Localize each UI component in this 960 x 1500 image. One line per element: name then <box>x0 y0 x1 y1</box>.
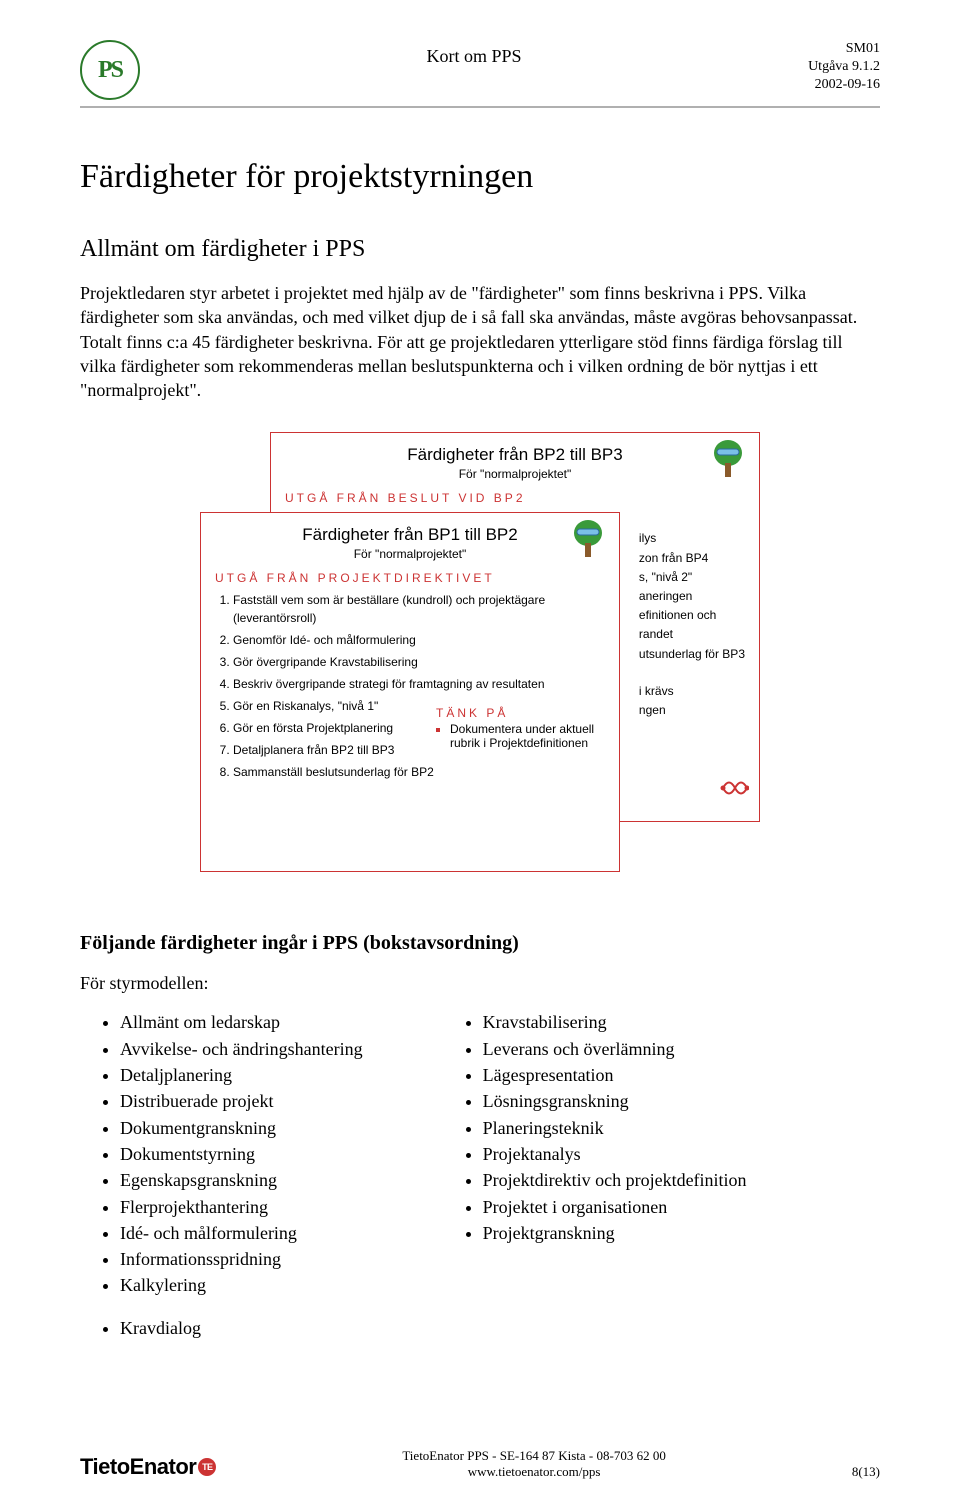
footer-logo: TietoEnatorTE <box>80 1454 216 1480</box>
footer-line2: www.tietoenator.com/pps <box>216 1464 852 1480</box>
list-item: Kalkylering <box>120 1273 363 1297</box>
header-left: PS <box>80 40 140 100</box>
think-list: Dokumentera under aktuell rubrik i Proje… <box>436 722 596 750</box>
page-number: 8(13) <box>852 1464 880 1480</box>
card-front-subtitle: För "normalprojektet" <box>215 547 605 561</box>
tree-icon <box>571 519 605 559</box>
list-item: Kravdialog <box>120 1318 880 1339</box>
te-badge-icon: TE <box>198 1458 216 1476</box>
card-back-title: Färdigheter från BP2 till BP3 <box>285 445 745 465</box>
knot-icon <box>719 773 749 808</box>
frag: s, "nivå 2" <box>639 568 745 587</box>
skills-col1: Allmänt om ledarskap Avvikelse- och ändr… <box>80 1004 363 1303</box>
skills-columns: Allmänt om ledarskap Avvikelse- och ändr… <box>80 1004 880 1303</box>
skills-col2: Kravstabilisering Leverans och överlämni… <box>443 1004 747 1303</box>
footer-line1: TietoEnator PPS - SE-164 87 Kista - 08-7… <box>216 1448 852 1464</box>
card-back-fragments: ilys zon från BP4 s, "nivå 2" aneringen … <box>639 529 745 720</box>
card-back-subtitle: För "normalprojektet" <box>285 467 745 481</box>
frag: ngen <box>639 701 745 720</box>
card-front-title: Färdigheter från BP1 till BP2 <box>215 525 605 545</box>
section-subtitle: Allmänt om färdigheter i PPS <box>80 236 880 263</box>
list-item: Dokumentstyrning <box>120 1142 363 1166</box>
document-page: PS Kort om PPS SM01 Utgåva 9.1.2 2002-09… <box>0 0 960 1500</box>
think-text: Dokumentera under aktuell rubrik i Proje… <box>450 722 594 750</box>
skills-extra: Kravdialog <box>80 1318 880 1339</box>
list-item: Leverans och överlämning <box>483 1037 747 1061</box>
tree-icon <box>711 439 745 479</box>
header-title: Kort om PPS <box>140 40 808 67</box>
footer-center: TietoEnator PPS - SE-164 87 Kista - 08-7… <box>216 1448 852 1480</box>
list-item: Distribuerade projekt <box>120 1089 363 1113</box>
list-item: Gör övergripande Kravstabilisering <box>233 653 605 671</box>
frag: ilys <box>639 529 745 548</box>
list-item: Idé- och målformulering <box>120 1221 363 1245</box>
frag: utsunderlag för BP3 <box>639 645 745 664</box>
list-item: Projektanalys <box>483 1142 747 1166</box>
page-title: Färdigheter för projektstyrningen <box>80 158 880 196</box>
doc-date: 2002-09-16 <box>808 76 880 94</box>
page-footer: TietoEnatorTE TietoEnator PPS - SE-164 8… <box>80 1448 880 1480</box>
intro-paragraph: Projektledaren styr arbetet i projektet … <box>80 281 880 402</box>
pps-logo: PS <box>80 40 140 100</box>
frag: aneringen <box>639 587 745 606</box>
list-item: Lösningsgranskning <box>483 1089 747 1113</box>
list-item: Flerprojekthantering <box>120 1195 363 1219</box>
list-heading: Följande färdigheter ingår i PPS (boksta… <box>80 932 880 955</box>
list-item: Projektdirektiv och projektdefinition <box>483 1168 747 1192</box>
list-item: Projektet i organisationen <box>483 1195 747 1219</box>
card-back-section: UTGÅ FRÅN BESLUT VID BP2 <box>285 491 745 505</box>
list-intro: För styrmodellen: <box>80 973 880 994</box>
cards-figure: Färdigheter från BP2 till BP3 För "norma… <box>200 432 760 882</box>
list-item: Planeringsteknik <box>483 1116 747 1140</box>
frag: efinitionen och <box>639 606 745 625</box>
header-meta: SM01 Utgåva 9.1.2 2002-09-16 <box>808 40 880 95</box>
list-item: Informationsspridning <box>120 1247 363 1271</box>
think-note: TÄNK PÅ Dokumentera under aktuell rubrik… <box>430 702 602 754</box>
list-item: Egenskapsgranskning <box>120 1168 363 1192</box>
list-item: Fastställ vem som är beställare (kundrol… <box>233 591 605 627</box>
list-item: Detaljplanering <box>120 1063 363 1087</box>
list-item: Sammanställ beslutsunderlag för BP2 <box>233 763 605 781</box>
frag: zon från BP4 <box>639 549 745 568</box>
doc-version: Utgåva 9.1.2 <box>808 58 880 76</box>
list-item: Allmänt om ledarskap <box>120 1010 363 1034</box>
frag: randet <box>639 625 745 644</box>
frag: i krävs <box>639 682 745 701</box>
list-item: Kravstabilisering <box>483 1010 747 1034</box>
card-front-section: UTGÅ FRÅN PROJEKTDIREKTIVET <box>215 571 605 585</box>
list-item: Lägespresentation <box>483 1063 747 1087</box>
list-item: Avvikelse- och ändringshantering <box>120 1037 363 1061</box>
think-title: TÄNK PÅ <box>436 706 596 720</box>
list-item: Beskriv övergripande strategi för framta… <box>233 675 605 693</box>
list-item: Projektgranskning <box>483 1221 747 1245</box>
list-item: Dokumentgranskning <box>120 1116 363 1140</box>
page-header: PS Kort om PPS SM01 Utgåva 9.1.2 2002-09… <box>80 40 880 108</box>
list-item: Genomför Idé- och målformulering <box>233 631 605 649</box>
doc-code: SM01 <box>808 40 880 58</box>
card-bp1-bp2: Färdigheter från BP1 till BP2 För "norma… <box>200 512 620 872</box>
